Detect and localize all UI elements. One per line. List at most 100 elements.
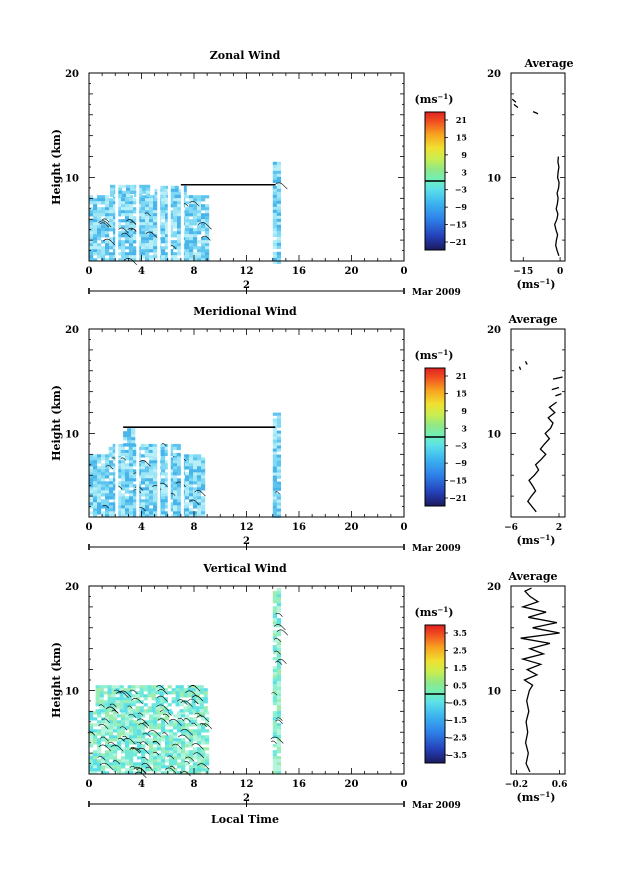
heatmap-cell xyxy=(205,711,210,715)
heatmap-cell xyxy=(127,685,132,689)
contour-line xyxy=(101,218,110,223)
heatmap-cell xyxy=(89,252,94,256)
heatmap-cell xyxy=(144,443,149,448)
y-tick-label: 20 xyxy=(65,325,79,336)
heatmap-cell xyxy=(165,768,170,772)
heatmap-cell xyxy=(101,487,106,491)
heatmap-cell xyxy=(189,481,194,485)
heatmap-cell xyxy=(276,472,281,476)
heatmap-cell xyxy=(165,514,170,518)
date-bar-end xyxy=(88,288,405,294)
heatmap-cell xyxy=(127,706,132,710)
heatmap-cell xyxy=(272,502,277,506)
heatmap-cell xyxy=(153,204,158,208)
heatmap-cell xyxy=(97,225,102,229)
heatmap-cell xyxy=(153,714,158,718)
contour-line xyxy=(137,506,146,512)
heatmap-cell xyxy=(197,225,202,229)
heatmap-cell xyxy=(272,657,277,661)
heatmap-cell xyxy=(133,505,138,509)
heatmap-cell xyxy=(119,685,124,689)
heatmap-cell xyxy=(129,732,134,736)
heatmap-cell xyxy=(161,735,166,739)
heatmap-cell xyxy=(173,490,178,494)
contour-line xyxy=(103,238,116,246)
heatmap-cell xyxy=(179,703,184,707)
heatmap-cell xyxy=(93,729,98,733)
heatmap-cell xyxy=(159,688,164,692)
heatmap-cell xyxy=(141,454,146,458)
heatmap-cell xyxy=(185,213,190,217)
heatmap-cell xyxy=(152,443,157,448)
heatmap-cell xyxy=(183,688,188,692)
heatmap-cell xyxy=(161,508,166,512)
heatmap-cell xyxy=(169,744,174,748)
heatmap-cell xyxy=(169,723,174,727)
contour-line xyxy=(181,771,191,777)
heatmap-cell xyxy=(105,460,110,464)
heatmap-cell xyxy=(205,255,210,259)
heatmap-cell xyxy=(127,688,132,692)
heatmap-cell xyxy=(93,481,98,485)
contour-line xyxy=(201,235,211,241)
heatmap-cell xyxy=(205,204,210,208)
heatmap-cell xyxy=(189,246,194,250)
heatmap-cell xyxy=(141,243,146,247)
heatmap-cell xyxy=(105,765,110,769)
heatmap-cell xyxy=(189,711,194,715)
heatmap-cell xyxy=(189,472,194,476)
heatmap-cell xyxy=(93,717,98,721)
profile-title: Average xyxy=(507,313,557,326)
heatmap-cell xyxy=(132,446,137,451)
heatmap-cell xyxy=(113,469,118,473)
data-gap xyxy=(136,182,140,261)
heatmap-cell xyxy=(101,201,106,205)
heatmap-cell xyxy=(189,490,194,494)
heatmap-cell xyxy=(169,228,174,232)
heatmap-cell xyxy=(193,732,198,736)
heatmap-cell xyxy=(193,454,198,458)
heatmap-cell xyxy=(145,204,150,208)
heatmap-cell xyxy=(93,228,98,232)
heatmap-cell xyxy=(161,771,166,775)
contour-line xyxy=(156,704,170,712)
heatmap-cell xyxy=(107,703,112,707)
heatmap-cell xyxy=(121,213,126,217)
heatmap-cell xyxy=(177,484,182,488)
heatmap-cell xyxy=(133,231,138,235)
heatmap-cell xyxy=(157,726,162,730)
heatmap-cell xyxy=(276,487,281,491)
heatmap-cell xyxy=(129,714,134,718)
heatmap-cell xyxy=(129,508,134,512)
heatmap-cell xyxy=(163,709,168,713)
heatmap-cell xyxy=(272,206,277,210)
colorbar-label: 1.5 xyxy=(453,663,467,673)
heatmap-cell xyxy=(181,714,186,718)
heatmap-cell xyxy=(105,493,110,497)
heatmap-cell xyxy=(276,747,281,751)
heatmap-cell xyxy=(185,216,190,220)
heatmap-cell xyxy=(193,207,198,211)
heatmap-cell xyxy=(165,499,170,503)
heatmap-cell xyxy=(93,216,98,220)
heatmap-cell xyxy=(117,201,122,205)
heatmap-cell xyxy=(138,193,143,197)
contour-line xyxy=(168,718,182,726)
heatmap-cell xyxy=(197,481,202,485)
heatmap-cell xyxy=(173,463,178,467)
heatmap-cell xyxy=(122,190,127,194)
heatmap-cell xyxy=(155,691,160,695)
contour-line xyxy=(127,705,133,709)
heatmap-cell xyxy=(276,609,281,613)
colorbar-label: −1.5 xyxy=(446,715,467,725)
heatmap-cell xyxy=(165,240,170,244)
heatmap-cell xyxy=(189,511,194,515)
heatmap-cell xyxy=(177,204,182,208)
heatmap-cell xyxy=(276,502,281,506)
heatmap-cell xyxy=(115,688,120,692)
heatmap-cell xyxy=(154,194,159,198)
heatmap-cell xyxy=(93,201,98,205)
heatmap-cell xyxy=(185,457,190,461)
heatmap-cell xyxy=(97,493,102,497)
